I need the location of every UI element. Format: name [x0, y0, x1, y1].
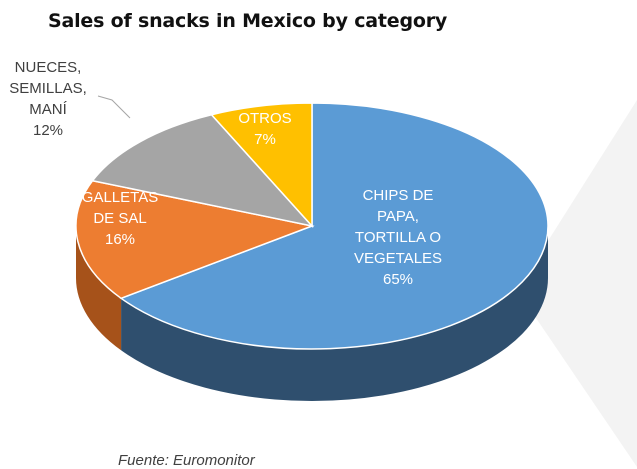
label-leader-line	[97, 95, 131, 119]
slice-label-chips-de-papa-tortilla-o-vegetales: CHIPS DE PAPA, TORTILLA O VEGETALES 65%	[354, 187, 442, 288]
slice-label-galletas-de-sal: GALLETAS DE SAL 16%	[82, 189, 158, 248]
source-note: Fuente: Euromonitor	[118, 452, 255, 469]
background-decoration	[517, 100, 637, 467]
pie-labels: CHIPS DE PAPA, TORTILLA O VEGETALES 65% GALLE…	[9, 59, 442, 288]
pie-slices	[75, 102, 549, 350]
pie-slice-nueces-semillas-mani	[91, 113, 315, 228]
slice-label-nueces-semillas-mani: NUECES, SEMILLAS, MANÍ 12%	[9, 59, 87, 139]
chart-title: Sales of snacks in Mexico by category	[48, 10, 448, 32]
pie-slice-otros	[210, 102, 313, 228]
slice-label-otros: OTROS 7%	[238, 110, 291, 148]
pie-side-galletas-de-sal	[75, 226, 122, 351]
pie-sides	[75, 226, 549, 402]
pie-side-chips-de-papa-tortilla-o-vegetales	[121, 226, 549, 402]
pie-slice-chips-de-papa-tortilla-o-vegetales	[119, 102, 549, 350]
pie-slice-galletas-de-sal	[75, 179, 315, 300]
